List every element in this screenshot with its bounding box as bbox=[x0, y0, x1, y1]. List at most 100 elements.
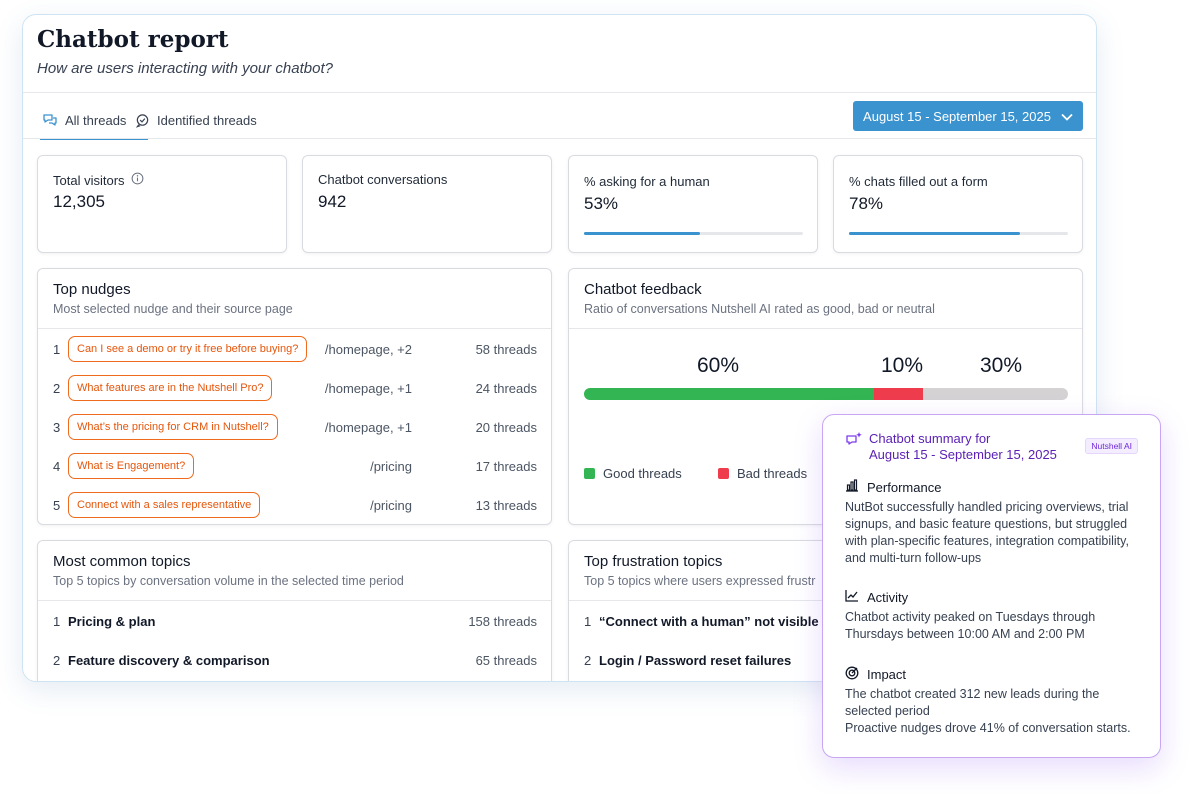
legend-good: Good threads bbox=[584, 466, 682, 481]
legend-label: Good threads bbox=[603, 466, 682, 481]
summary-header: Chatbot summary for August 15 - Septembe… bbox=[845, 431, 1057, 463]
stat-card-asking-for-human: % asking for a human 53% bbox=[568, 155, 818, 253]
date-range-label: August 15 - September 15, 2025 bbox=[863, 108, 1051, 124]
row-rank: 1 bbox=[53, 613, 61, 629]
neutral-percent-label: 30% bbox=[980, 354, 1023, 377]
bar-chart-icon bbox=[845, 479, 859, 495]
row-rank: 2 bbox=[53, 652, 61, 668]
row-source: /pricing bbox=[370, 497, 412, 513]
card-title: Top nudges bbox=[53, 281, 131, 298]
list-item[interactable]: 1 Pricing & plan 158 threads bbox=[38, 607, 551, 635]
table-row[interactable]: 1 Can I see a demo or try it free before… bbox=[38, 335, 551, 363]
card-subtitle: Ratio of conversations Nutshell AI rated… bbox=[584, 302, 935, 316]
stat-label: Chatbot conversations bbox=[318, 172, 448, 187]
section-title-label: Impact bbox=[867, 667, 907, 682]
section-performance-title: Performance bbox=[845, 479, 941, 495]
nudge-pill[interactable]: What’s the pricing for CRM in Nutshell? bbox=[68, 414, 278, 440]
progress-fill bbox=[849, 232, 1020, 235]
summary-date-range: August 15 - September 15, 2025 bbox=[869, 447, 1057, 462]
card-subtitle: Most selected nudge and their source pag… bbox=[53, 302, 293, 316]
line-chart-icon bbox=[845, 589, 859, 605]
list-item[interactable]: 2 Login / Password reset failures bbox=[569, 646, 1082, 674]
stat-card-total-visitors: Total visitors 12,305 bbox=[37, 155, 287, 253]
chat-check-icon bbox=[135, 113, 150, 128]
stat-label: % asking for a human bbox=[584, 174, 710, 189]
info-icon[interactable] bbox=[131, 172, 144, 188]
topic-label: “Connect with a human” not visible bbox=[599, 613, 819, 629]
bar-segment-good bbox=[584, 388, 875, 400]
row-source: /homepage, +2 bbox=[324, 341, 412, 357]
section-performance-body: NutBot successfully handled pricing over… bbox=[845, 500, 1129, 565]
chatbot-summary-popover: Chatbot summary for August 15 - Septembe… bbox=[822, 414, 1161, 758]
row-rank: 3 bbox=[53, 419, 61, 435]
card-divider bbox=[38, 328, 551, 329]
target-icon bbox=[845, 666, 859, 683]
tab-all-threads[interactable]: All threads bbox=[40, 102, 148, 140]
row-threads: 158 threads bbox=[468, 613, 537, 629]
progress-bar bbox=[849, 232, 1068, 235]
card-title: Most common topics bbox=[53, 553, 191, 570]
section-activity-title: Activity bbox=[845, 589, 908, 605]
row-rank: 1 bbox=[53, 341, 61, 357]
impact-line: Proactive nudges drove 41% of conversati… bbox=[845, 721, 1131, 735]
progress-fill bbox=[584, 232, 701, 235]
topic-label: Pricing & plan bbox=[68, 613, 156, 629]
section-impact-body: The chatbot created 312 new leads during… bbox=[845, 686, 1145, 737]
row-threads: 20 threads bbox=[475, 419, 537, 435]
table-row[interactable]: 3 What’s the pricing for CRM in Nutshell… bbox=[38, 413, 551, 441]
nutshell-ai-badge: Nutshell AI bbox=[1085, 438, 1138, 454]
row-threads: 24 threads bbox=[475, 380, 537, 396]
bad-percent-label: 10% bbox=[881, 354, 924, 377]
stat-card-filled-form: % chats filled out a form 78% bbox=[833, 155, 1083, 253]
stat-value: 53% bbox=[584, 194, 619, 213]
chevron-down-icon bbox=[1061, 109, 1073, 124]
stat-card-chatbot-conversations: Chatbot conversations 942 bbox=[302, 155, 552, 253]
table-row[interactable]: 5 Connect with a sales representative /p… bbox=[38, 491, 551, 519]
topic-label: Feature discovery & comparison bbox=[68, 652, 270, 668]
bar-segment-neutral bbox=[922, 388, 1068, 400]
row-threads: 17 threads bbox=[475, 458, 537, 474]
card-divider bbox=[569, 328, 1082, 329]
nudge-pill[interactable]: What is Engagement? bbox=[68, 453, 195, 479]
table-row[interactable]: 2 What features are in the Nutshell Pro?… bbox=[38, 374, 551, 402]
list-item[interactable]: 2 Feature discovery & comparison 65 thre… bbox=[38, 646, 551, 674]
summary-title: Chatbot summary for bbox=[869, 431, 991, 446]
legend-label: Bad threads bbox=[737, 466, 808, 481]
page-subtitle: How are users interacting with your chat… bbox=[37, 60, 333, 77]
date-range-dropdown[interactable]: August 15 - September 15, 2025 bbox=[853, 101, 1083, 131]
stat-label: % chats filled out a form bbox=[849, 174, 988, 189]
page-title: Chatbot report bbox=[37, 26, 229, 53]
table-row[interactable]: 4 What is Engagement? /pricing 17 thread… bbox=[38, 452, 551, 480]
stat-value: 12,305 bbox=[53, 192, 105, 211]
stat-value: 78% bbox=[849, 194, 884, 213]
top-nudges-card: Top nudges Most selected nudge and their… bbox=[37, 268, 552, 525]
row-threads: 58 threads bbox=[475, 341, 537, 357]
topic-label: Login / Password reset failures bbox=[599, 652, 792, 668]
chat-bubbles-icon bbox=[42, 112, 58, 128]
progress-bar bbox=[584, 232, 803, 235]
section-title-label: Activity bbox=[867, 589, 909, 605]
tab-identified-threads-label: Identified threads bbox=[157, 112, 257, 128]
row-rank: 5 bbox=[53, 497, 61, 513]
card-subtitle: Top 5 topics where users expressed frust… bbox=[584, 574, 816, 588]
row-threads: 13 threads bbox=[475, 497, 537, 513]
ai-sparkle-icon bbox=[845, 431, 863, 453]
row-rank: 2 bbox=[53, 380, 61, 396]
card-title: Chatbot feedback bbox=[584, 281, 702, 298]
section-title-label: Performance bbox=[867, 479, 942, 495]
legend-swatch-bad bbox=[718, 468, 729, 479]
tab-identified-threads[interactable]: Identified threads bbox=[135, 102, 257, 138]
tab-all-threads-label: All threads bbox=[65, 112, 127, 128]
row-source: /homepage, +1 bbox=[324, 380, 412, 396]
stat-label: Total visitors bbox=[53, 172, 125, 188]
nudge-pill[interactable]: What features are in the Nutshell Pro? bbox=[68, 375, 273, 401]
legend-swatch-good bbox=[584, 468, 595, 479]
nudge-pill[interactable]: Can I see a demo or try it free before b… bbox=[68, 336, 308, 362]
legend-bad: Bad threads bbox=[718, 466, 807, 481]
header-divider bbox=[23, 92, 1096, 93]
row-rank: 4 bbox=[53, 458, 61, 474]
impact-line: The chatbot created 312 new leads during… bbox=[845, 687, 1100, 718]
list-item[interactable]: 1 “Connect with a human” not visible bbox=[569, 607, 1082, 635]
nudge-pill[interactable]: Connect with a sales representative bbox=[68, 492, 261, 518]
stat-value: 942 bbox=[318, 192, 347, 211]
